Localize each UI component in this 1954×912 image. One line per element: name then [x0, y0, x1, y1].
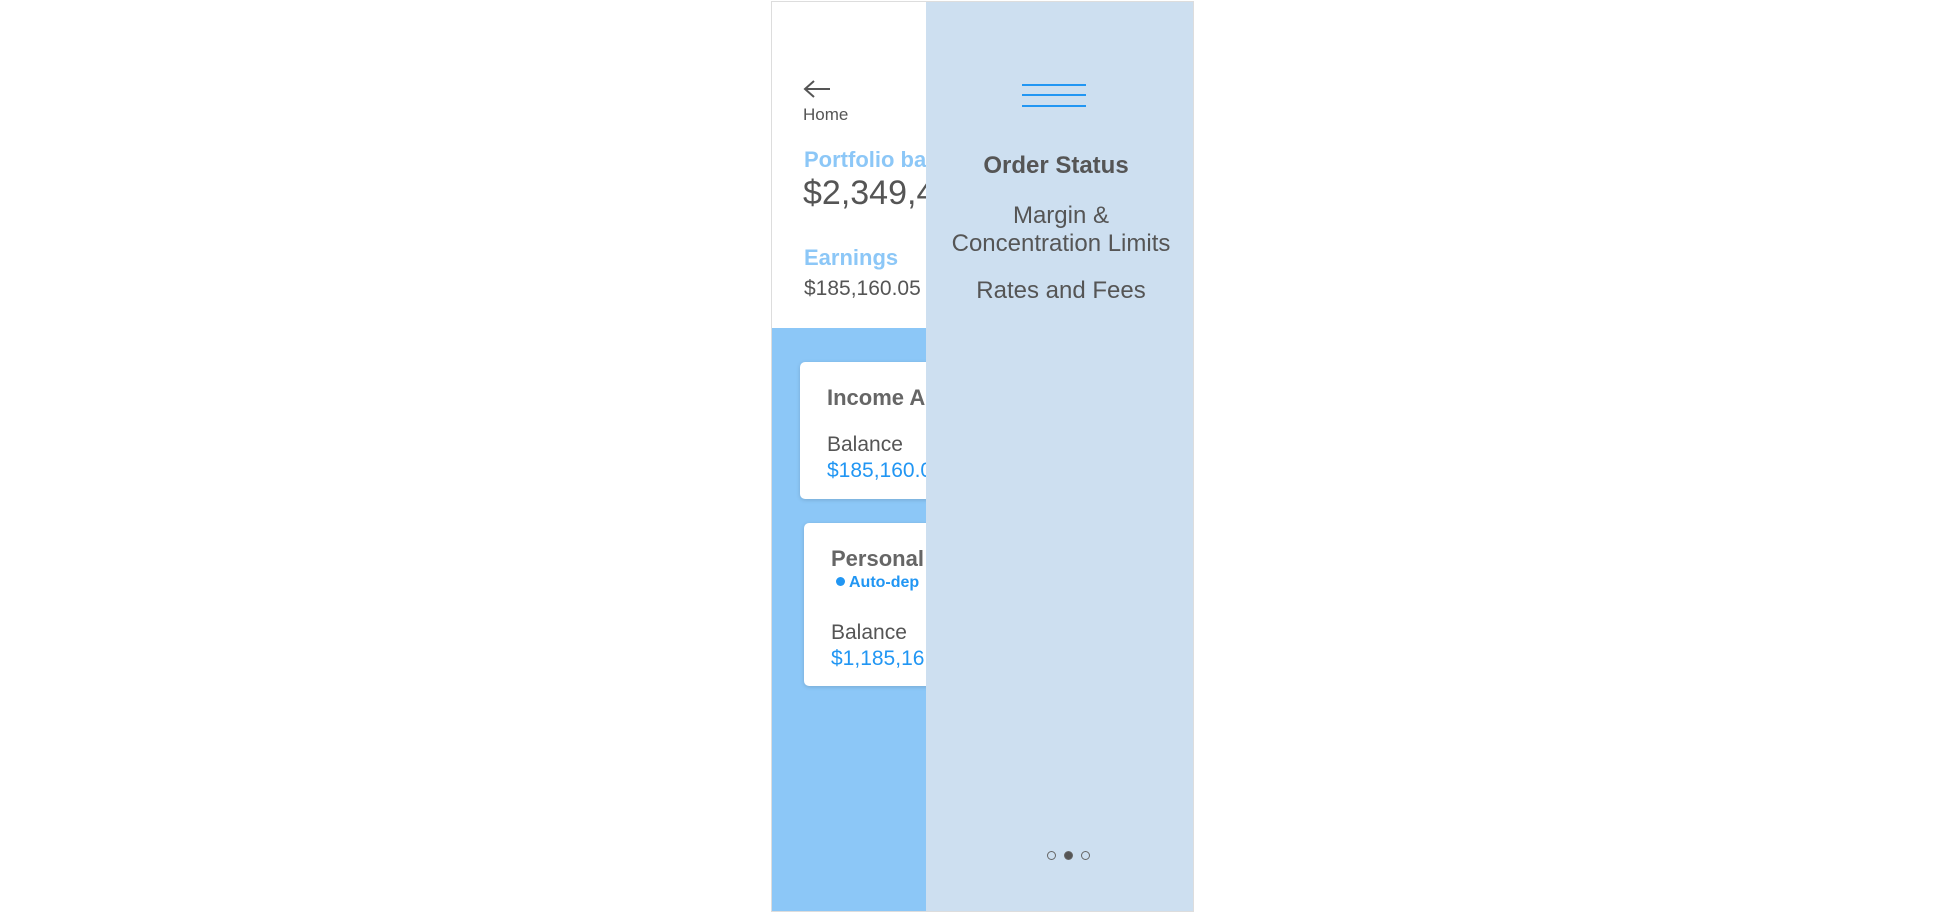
back-arrow[interactable]: [802, 79, 832, 99]
balance-label: Balance: [827, 433, 903, 456]
back-label[interactable]: Home: [803, 105, 849, 124]
menu-item[interactable]: Rates and Fees: [976, 277, 1146, 304]
menu-item[interactable]: Margin &: [1012, 202, 1110, 229]
page-dot[interactable]: [1047, 851, 1056, 860]
balance-label: Balance: [831, 621, 907, 644]
portfolio-label: Portfolio ba: [804, 147, 927, 172]
portfolio-value: $2,349,4: [803, 174, 936, 212]
balance-value: $185,160.0: [827, 459, 933, 482]
card-tag: Auto-dep: [849, 574, 920, 591]
earnings-label: Earnings: [804, 245, 899, 270]
page-dot[interactable]: [1081, 851, 1090, 860]
card-title: Personal: [831, 546, 924, 571]
menu-item[interactable]: Concentration Limits: [951, 230, 1171, 257]
page-dot[interactable]: [1064, 851, 1073, 860]
side-menu: Order Status Margin & Concentration Limi…: [926, 2, 1193, 911]
menu-item[interactable]: Order Status: [983, 152, 1129, 179]
card-title: Income A: [827, 385, 926, 410]
phone-screen: Home Portfolio ba $2,349,4 Earnings $185…: [771, 1, 1194, 912]
balance-value: $1,185,16: [831, 647, 925, 670]
status-dot: [836, 577, 845, 586]
menu-icon[interactable]: [1022, 82, 1086, 110]
earnings-value: $185,160.05: [804, 277, 921, 300]
